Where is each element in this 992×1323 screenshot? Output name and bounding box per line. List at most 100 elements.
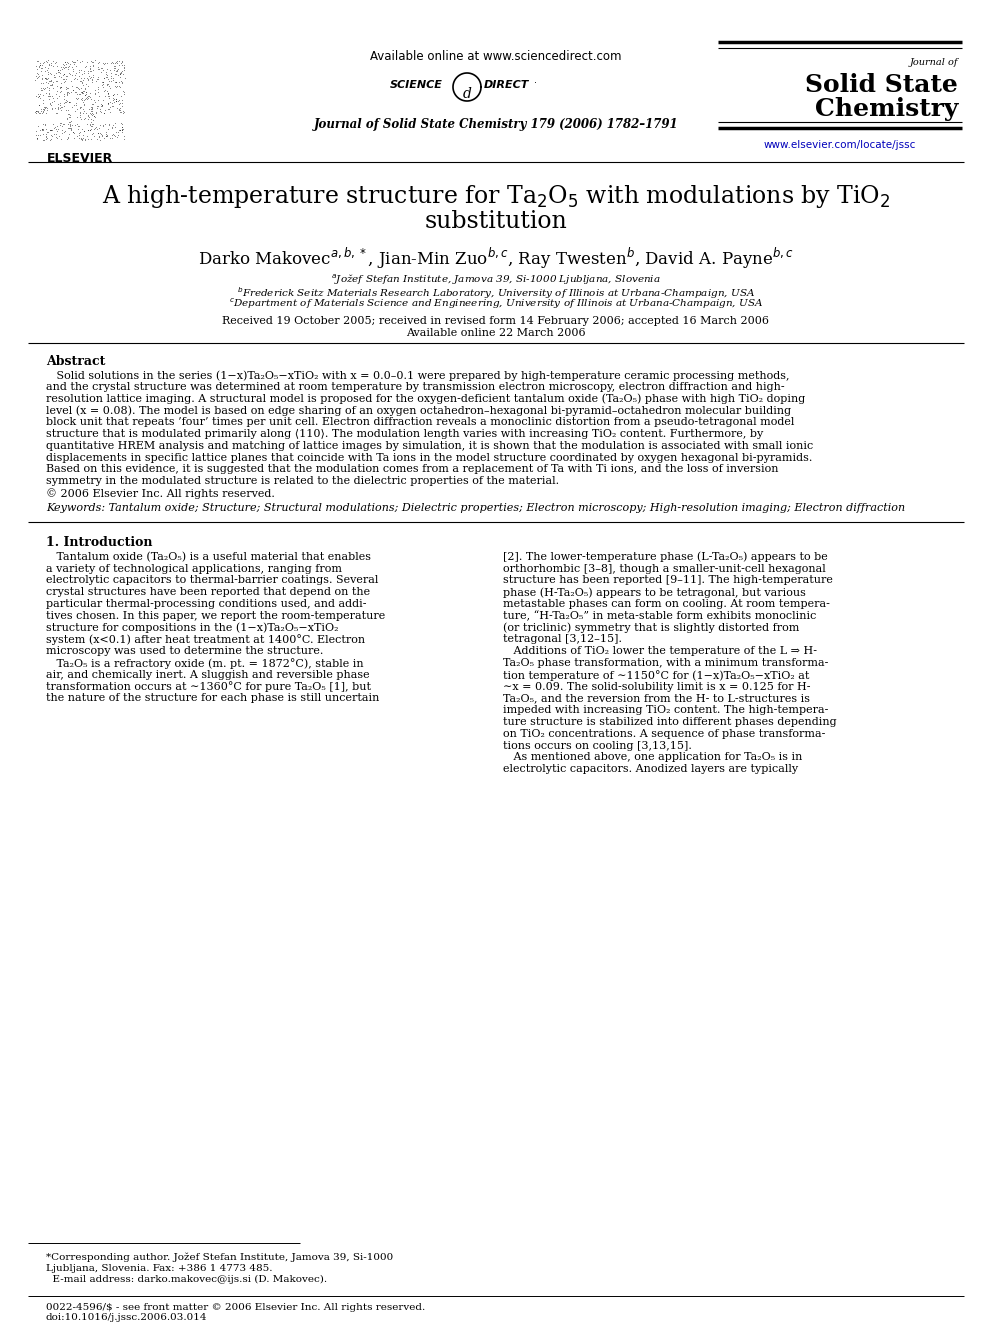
Point	[50, 119, 65, 140]
Point	[113, 62, 129, 83]
Point	[48, 52, 63, 73]
Point	[29, 128, 45, 149]
Point	[37, 114, 53, 135]
Text: © 2006 Elsevier Inc. All rights reserved.: © 2006 Elsevier Inc. All rights reserved…	[46, 488, 275, 499]
Point	[31, 95, 47, 116]
Point	[36, 78, 52, 99]
Point	[62, 91, 77, 112]
Point	[73, 128, 89, 149]
Point	[107, 71, 123, 93]
Point	[61, 127, 76, 148]
Text: SCIENCE: SCIENCE	[390, 79, 442, 90]
Point	[74, 73, 90, 94]
Point	[66, 122, 82, 143]
Point	[82, 119, 98, 140]
Point	[47, 65, 62, 86]
Point	[113, 116, 129, 138]
Point	[64, 50, 80, 71]
Point	[95, 115, 111, 136]
Point	[114, 50, 130, 71]
Point	[82, 66, 98, 87]
Point	[100, 119, 116, 140]
Point	[57, 85, 72, 106]
Point	[94, 71, 110, 93]
Point	[42, 93, 58, 114]
Point	[62, 107, 78, 128]
Point	[73, 50, 89, 71]
Point	[56, 64, 71, 85]
Point	[89, 97, 105, 118]
Point	[83, 89, 99, 110]
Point	[37, 97, 53, 118]
Point	[113, 52, 129, 73]
Point	[61, 56, 76, 77]
Point	[54, 77, 69, 98]
Text: system (x<0.1) after heat treatment at 1400°C. Electron: system (x<0.1) after heat treatment at 1…	[46, 635, 365, 646]
Point	[34, 79, 50, 101]
Point	[57, 64, 72, 85]
Point	[96, 127, 112, 148]
Point	[83, 50, 99, 71]
Point	[55, 116, 70, 138]
Point	[77, 57, 93, 78]
Point	[55, 53, 70, 74]
Point	[57, 57, 72, 78]
Point	[112, 119, 128, 140]
Point	[84, 52, 100, 73]
Point	[56, 120, 71, 142]
Point	[33, 124, 49, 146]
Point	[29, 127, 45, 148]
Point	[50, 98, 65, 119]
Point	[64, 64, 80, 85]
Point	[37, 61, 53, 82]
Point	[35, 89, 51, 110]
Point	[68, 94, 84, 115]
Point	[89, 67, 105, 89]
Point	[63, 82, 79, 103]
Point	[63, 119, 79, 140]
Point	[38, 77, 54, 98]
Point	[100, 82, 116, 103]
Point	[53, 93, 68, 114]
Text: microscopy was used to determine the structure.: microscopy was used to determine the str…	[46, 646, 323, 656]
Point	[38, 126, 54, 147]
Text: symmetry in the modulated structure is related to the dielectric properties of t: symmetry in the modulated structure is r…	[46, 476, 559, 486]
Point	[90, 127, 106, 148]
Point	[94, 95, 110, 116]
Point	[42, 74, 58, 95]
Point	[111, 99, 127, 120]
Point	[71, 83, 87, 105]
Point	[43, 86, 59, 107]
Text: block unit that repeats ’four’ times per unit cell. Electron diffraction reveals: block unit that repeats ’four’ times per…	[46, 417, 795, 427]
Point	[111, 119, 127, 140]
Point	[77, 107, 93, 128]
Point	[31, 56, 47, 77]
Point	[105, 67, 121, 89]
Point	[90, 123, 106, 144]
Point	[51, 60, 66, 81]
Point	[99, 66, 115, 87]
Point	[91, 58, 107, 79]
Point	[76, 94, 92, 115]
Point	[99, 124, 115, 146]
Text: transformation occurs at ∼1360°C for pure Ta₂O₅ [1], but: transformation occurs at ∼1360°C for pur…	[46, 681, 371, 692]
Point	[34, 102, 50, 123]
Point	[100, 83, 116, 105]
Point	[77, 79, 93, 101]
Point	[110, 58, 126, 79]
Point	[80, 105, 96, 126]
Point	[86, 106, 102, 127]
Point	[72, 97, 88, 118]
Point	[31, 50, 47, 71]
Point	[53, 128, 68, 149]
Point	[108, 77, 124, 98]
Point	[82, 108, 98, 130]
Point	[92, 98, 108, 119]
Point	[78, 83, 94, 105]
Text: $^c$Department of Materials Science and Engineering, University of Illinois at U: $^c$Department of Materials Science and …	[229, 296, 763, 311]
Point	[60, 58, 75, 79]
Point	[43, 69, 59, 90]
Point	[84, 115, 100, 136]
Point	[75, 74, 91, 95]
Point	[112, 66, 128, 87]
